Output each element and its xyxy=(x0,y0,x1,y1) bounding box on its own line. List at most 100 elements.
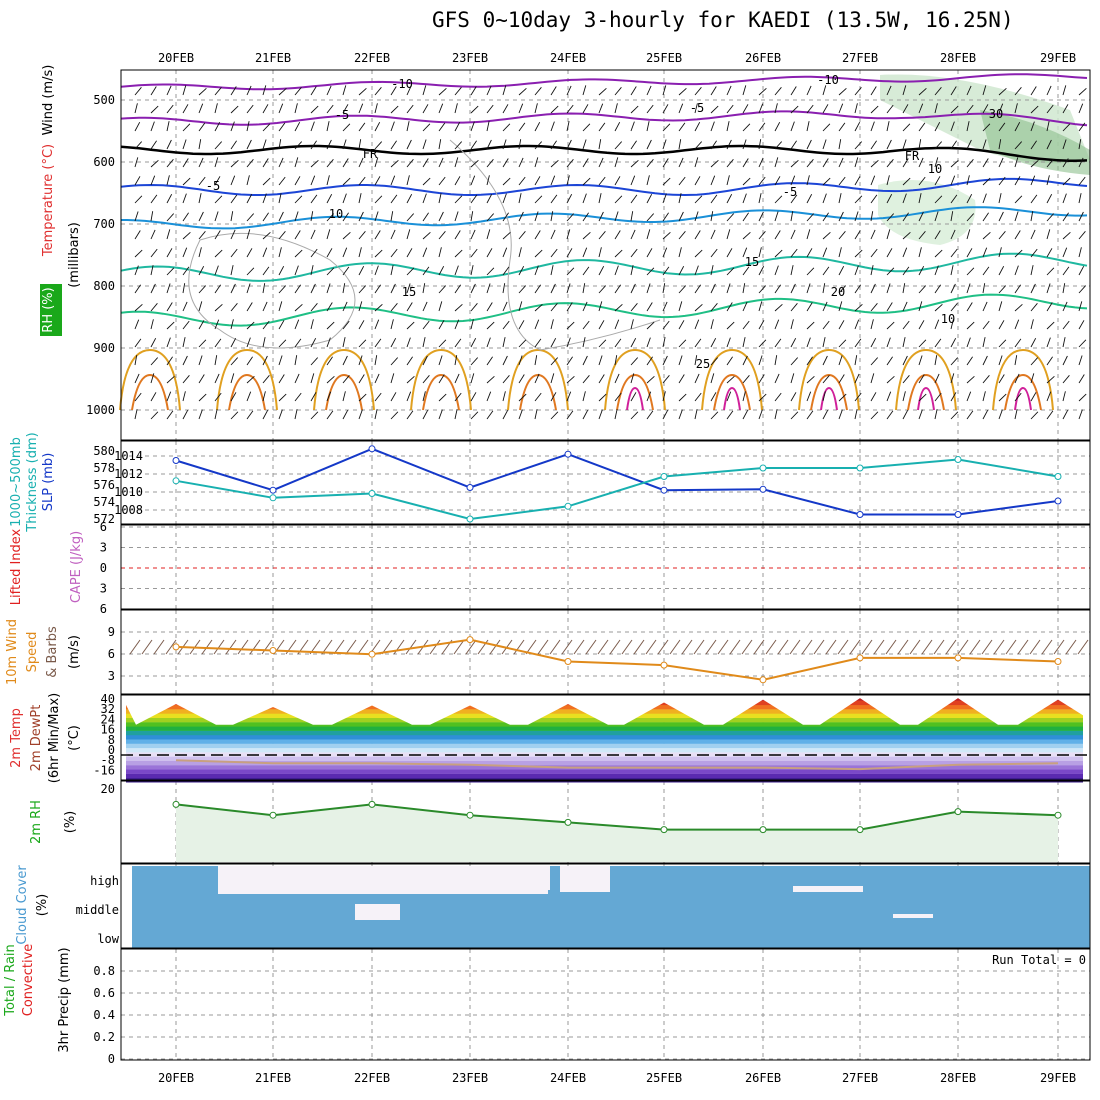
wind-barb xyxy=(262,266,270,276)
wind-barb xyxy=(774,121,781,132)
wind-barb xyxy=(694,141,703,150)
wind-barb xyxy=(950,86,957,96)
wind-barb xyxy=(1014,141,1023,150)
wind-barb xyxy=(262,301,268,312)
wind-barb xyxy=(902,409,909,420)
wind-barb xyxy=(822,231,831,240)
date-label-top: 23FEB xyxy=(452,51,488,65)
wind-barb xyxy=(726,283,731,294)
wind-barb xyxy=(646,139,652,150)
wind-barb xyxy=(134,338,142,348)
wind-barb xyxy=(598,211,604,222)
precip-tick-label: 0.4 xyxy=(93,1008,115,1022)
wind-barb xyxy=(342,104,349,114)
wind-barb xyxy=(998,374,1005,384)
wind-barb xyxy=(950,175,956,186)
wind-barb xyxy=(838,301,843,312)
wind-barb xyxy=(774,103,778,114)
surface-wind-barb xyxy=(609,639,621,655)
wind-barb xyxy=(678,247,682,258)
wind-barb xyxy=(982,123,991,132)
wind-barb xyxy=(326,121,330,132)
wind-barb xyxy=(1078,122,1086,132)
wind-barb xyxy=(550,86,557,96)
wind-barb xyxy=(422,212,429,222)
wind-barb xyxy=(294,121,301,132)
wind-barb xyxy=(566,267,575,276)
wind-barb xyxy=(822,158,829,168)
wind-barb xyxy=(182,193,187,204)
wind-barb xyxy=(710,319,714,330)
temp-contour-30 xyxy=(228,373,266,411)
wind-barb xyxy=(758,122,766,132)
temp-contour-minus5 xyxy=(120,110,1088,127)
wind-barb xyxy=(870,392,877,402)
wind-barb xyxy=(662,375,670,384)
wind-barb xyxy=(1046,159,1054,168)
slp-point xyxy=(368,445,376,453)
wind-barb xyxy=(310,373,315,384)
wind-tick-label: 3 xyxy=(108,669,115,683)
wind-barb xyxy=(438,157,444,168)
wind-barb xyxy=(198,409,203,420)
wind-barb xyxy=(598,320,605,330)
wind-barb xyxy=(662,123,671,132)
rh-point xyxy=(172,800,180,808)
wind-barb xyxy=(566,375,575,384)
rh-point xyxy=(1054,811,1062,819)
wind-barb xyxy=(630,159,639,168)
wind-barb xyxy=(1078,103,1084,114)
wind-barb xyxy=(694,373,700,384)
wind-barb xyxy=(294,141,303,150)
wind-barb xyxy=(630,175,636,186)
wind-barb xyxy=(790,194,798,204)
wind-barb xyxy=(838,122,846,132)
wind-barb xyxy=(774,409,778,420)
wind-barb xyxy=(230,373,235,384)
wind-barb xyxy=(390,248,398,258)
wind-barb xyxy=(342,320,350,330)
wind-barb xyxy=(598,193,602,204)
wind-barb xyxy=(182,355,188,366)
wind-barb xyxy=(790,229,796,240)
wind-barb xyxy=(758,87,767,96)
thickness-point xyxy=(856,464,864,472)
wind-barb xyxy=(870,140,877,150)
wind-barb xyxy=(534,121,541,132)
wind-barb xyxy=(374,176,381,186)
thickness-line xyxy=(175,458,1059,521)
cloud-gap xyxy=(560,866,610,892)
wind-barb xyxy=(966,356,973,366)
wind-barb xyxy=(998,285,1007,294)
wind-barb xyxy=(454,195,463,204)
slp-tick-label: 1008 xyxy=(114,503,143,517)
wind-barb xyxy=(726,337,731,348)
wind-barb xyxy=(294,249,303,258)
wind-barb xyxy=(150,86,157,96)
slp-point xyxy=(564,450,572,458)
wind-barb xyxy=(342,193,347,204)
wind-barb xyxy=(438,247,442,258)
wind-barb xyxy=(918,301,923,312)
wind-barb xyxy=(678,393,687,402)
wind-barb xyxy=(1078,374,1085,384)
wind-barb xyxy=(358,247,362,258)
wind-barb xyxy=(470,211,474,222)
wind-barb xyxy=(950,159,959,168)
contour-label: 15 xyxy=(402,285,416,299)
temp-color-band xyxy=(126,747,1083,753)
wind-barb xyxy=(870,373,875,384)
wind-barb xyxy=(502,337,506,348)
temp-contour-25 xyxy=(507,348,569,411)
wind-barb xyxy=(182,391,186,402)
rh-units-label: (%) xyxy=(63,811,78,834)
wind-barb xyxy=(822,247,828,258)
wind-barb xyxy=(278,193,282,204)
wind-barb xyxy=(406,104,414,114)
wind-barb xyxy=(870,283,876,294)
wind-barb xyxy=(214,195,223,204)
wind-barb xyxy=(726,121,730,132)
wind-barb xyxy=(470,86,477,96)
wind-barb xyxy=(742,301,748,312)
wind-barb xyxy=(166,283,171,294)
